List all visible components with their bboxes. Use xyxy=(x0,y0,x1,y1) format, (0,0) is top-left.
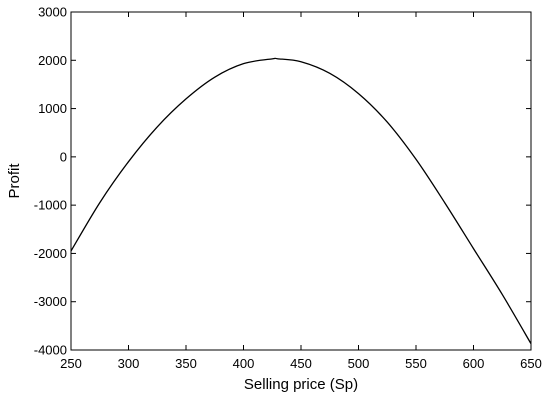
x-tick-label: 550 xyxy=(405,356,427,371)
y-tick-label: -1000 xyxy=(34,198,67,213)
y-tick-label: -4000 xyxy=(34,343,67,358)
y-tick-label: 1000 xyxy=(38,101,67,116)
x-tick-label: 600 xyxy=(463,356,485,371)
x-tick-label: 450 xyxy=(290,356,312,371)
x-tick-label: 500 xyxy=(348,356,370,371)
plot-area-frame xyxy=(70,11,532,351)
x-tick-label: 300 xyxy=(118,356,140,371)
x-axis: 250 300 350 400 450 500 550 600 650 xyxy=(60,12,542,371)
y-tick-label: 3000 xyxy=(38,5,67,20)
y-tick-label: -3000 xyxy=(34,294,67,309)
y-axis: -4000 -3000 -2000 -1000 0 1000 2000 3000 xyxy=(34,5,531,358)
y-tick-label: 0 xyxy=(60,149,67,164)
x-tick-label: 350 xyxy=(175,356,197,371)
y-axis-title: Profit xyxy=(6,163,23,199)
x-tick-label: 250 xyxy=(60,356,82,371)
y-tick-label: 2000 xyxy=(38,53,67,68)
y-tick-label: -2000 xyxy=(34,246,67,261)
profit-curve xyxy=(70,57,532,345)
x-axis-title: Selling price (Sp) xyxy=(244,376,358,393)
x-tick-label: 650 xyxy=(520,356,542,371)
x-tick-label: 400 xyxy=(233,356,255,371)
